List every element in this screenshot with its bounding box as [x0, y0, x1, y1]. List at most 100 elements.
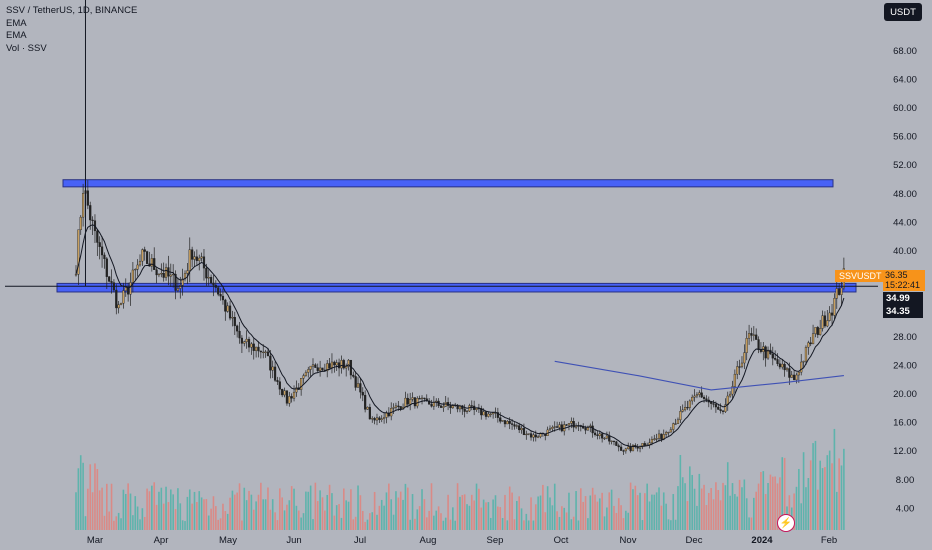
volume-bar	[309, 485, 312, 530]
candle-body	[620, 446, 623, 451]
volume-bar	[651, 494, 653, 530]
lightning-icon[interactable]: ⚡	[777, 514, 795, 532]
volume-bar	[440, 513, 442, 530]
candle-body	[520, 428, 523, 431]
candle-body	[380, 418, 383, 420]
candle-body	[150, 258, 153, 267]
volume-bar	[482, 499, 485, 530]
candle-body	[527, 433, 530, 435]
candle-body	[688, 400, 691, 408]
price-tick-label: 56.00	[893, 132, 917, 143]
currency-button[interactable]: USDT	[884, 3, 922, 21]
volume-bar	[414, 518, 416, 530]
price-tick-label: 64.00	[893, 74, 917, 85]
volume-bar	[352, 519, 355, 530]
candle-body	[802, 360, 805, 363]
candle-body	[480, 408, 483, 416]
volume-bar	[703, 484, 705, 530]
volume-bar	[236, 492, 238, 530]
candle-body	[731, 386, 734, 395]
volume-bar	[305, 491, 307, 530]
volume-bar	[722, 482, 724, 530]
volume-bar	[781, 457, 784, 530]
indicator-ema-2[interactable]: EMA	[6, 30, 27, 41]
candle-body	[518, 425, 521, 431]
volume-bar	[264, 499, 267, 530]
volume-bar	[480, 507, 483, 530]
candle-body	[556, 426, 559, 428]
volume-bar	[390, 499, 393, 530]
symbol-price-tag: SSVUSDT	[835, 270, 886, 282]
candle-body	[439, 405, 443, 408]
volume-bar	[108, 511, 110, 530]
volume-bar	[364, 521, 366, 530]
volume-bar	[610, 489, 613, 530]
volume-bar	[87, 488, 89, 530]
volume-bar	[798, 468, 800, 530]
volume-bar	[418, 506, 421, 530]
candle-body	[269, 355, 272, 371]
volume-bar	[459, 496, 461, 530]
volume-bar	[805, 487, 807, 530]
candle-body	[503, 420, 507, 425]
candle-body	[669, 429, 672, 433]
candle-body	[141, 249, 144, 262]
volume-bar	[115, 516, 118, 530]
volume-bar	[513, 519, 516, 530]
price-tick-label: 40.00	[893, 246, 917, 257]
volume-bar	[245, 500, 248, 530]
candle-body	[679, 411, 682, 421]
candle-body	[788, 368, 791, 378]
volume-bar	[139, 519, 141, 530]
price-tick-label: 68.00	[893, 46, 917, 57]
candle-body	[551, 427, 554, 429]
candle-body	[110, 281, 113, 283]
volume-bar	[160, 487, 163, 530]
volume-bar	[416, 509, 419, 530]
volume-bar	[843, 448, 845, 530]
candle-body	[745, 338, 748, 353]
candle-body	[601, 433, 604, 439]
candle-body	[143, 249, 146, 252]
candle-body	[655, 438, 658, 440]
candle-body	[164, 267, 168, 278]
volume-bar	[760, 472, 762, 530]
candle-body	[304, 372, 307, 376]
time-tick-label: Aug	[420, 535, 437, 546]
candle-body	[136, 264, 139, 270]
volume-bar	[580, 488, 582, 530]
volume-bar	[297, 510, 300, 530]
candle-body	[373, 418, 376, 421]
volume-bar	[537, 496, 539, 530]
candle-body	[667, 431, 670, 434]
volume-bar	[428, 510, 430, 530]
candle-body	[603, 437, 606, 440]
candle-body	[795, 374, 798, 381]
candle-body	[278, 381, 281, 390]
price-tick-label: 48.00	[893, 189, 917, 200]
candle-body	[124, 287, 127, 291]
candle-body	[359, 383, 362, 393]
time-tick-label: Oct	[554, 535, 569, 546]
volume-bar	[577, 520, 580, 530]
symbol-title[interactable]: SSV / TetherUS, 1D, BINANCE	[6, 5, 138, 16]
candle-body	[328, 363, 331, 369]
indicator-volume[interactable]: Vol · SSV	[6, 42, 47, 54]
volume-bar	[343, 488, 345, 530]
candle-body	[492, 412, 495, 415]
price-axis: 68.00 64.00 60.00 56.00 52.00 48.00 44.00 40.00…	[893, 46, 917, 515]
volume-bar	[103, 515, 106, 530]
candle-body	[532, 434, 535, 438]
volume-bar	[814, 440, 817, 530]
candle-body	[347, 359, 350, 367]
volume-bar	[378, 505, 381, 530]
candle-body	[721, 410, 725, 412]
indicator-ema-1[interactable]: EMA	[6, 17, 27, 29]
candle-body	[522, 428, 526, 436]
candle-body	[207, 277, 210, 279]
candle-body	[326, 363, 329, 372]
volume-bar	[407, 487, 409, 530]
volume-bar	[222, 503, 224, 530]
candle-body	[108, 276, 111, 282]
